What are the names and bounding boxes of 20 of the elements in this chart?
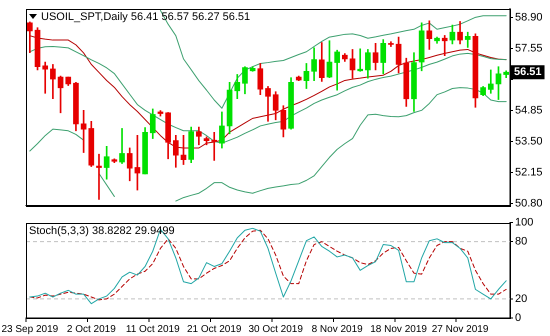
chart-title: Stoch(5,3,3) 38.8282 29.9499	[29, 224, 175, 237]
y-tick-label: 50.80	[515, 197, 543, 210]
y-tick-label: 20	[515, 292, 528, 305]
y-tick-label: 58.90	[515, 11, 543, 24]
x-tick-label: 27 Nov 2019	[432, 324, 489, 335]
x-tick-label: 2 Oct 2019	[66, 324, 116, 335]
y-tick-label: 100	[515, 216, 534, 229]
x-tick-label: 21 Oct 2019	[186, 324, 242, 335]
y-tick-label: 0	[515, 312, 522, 324]
y-tick-label: 57.55	[515, 42, 543, 54]
x-tick-label: 8 Nov 2019	[312, 324, 364, 335]
x-tick-label: 30 Oct 2019	[248, 324, 304, 335]
x-tick-label: 11 Oct 2019	[126, 324, 180, 335]
y-tick-label: 53.50	[515, 135, 543, 148]
x-tick-label: 23 Sep 2019	[1, 324, 59, 335]
y-tick-label: 52.15	[515, 166, 543, 178]
x-tick-label: 18 Nov 2019	[370, 324, 428, 335]
annotation: 56.51	[514, 66, 542, 78]
y-tick-label: 54.85	[515, 104, 543, 116]
y-tick-label: 80	[515, 236, 528, 248]
